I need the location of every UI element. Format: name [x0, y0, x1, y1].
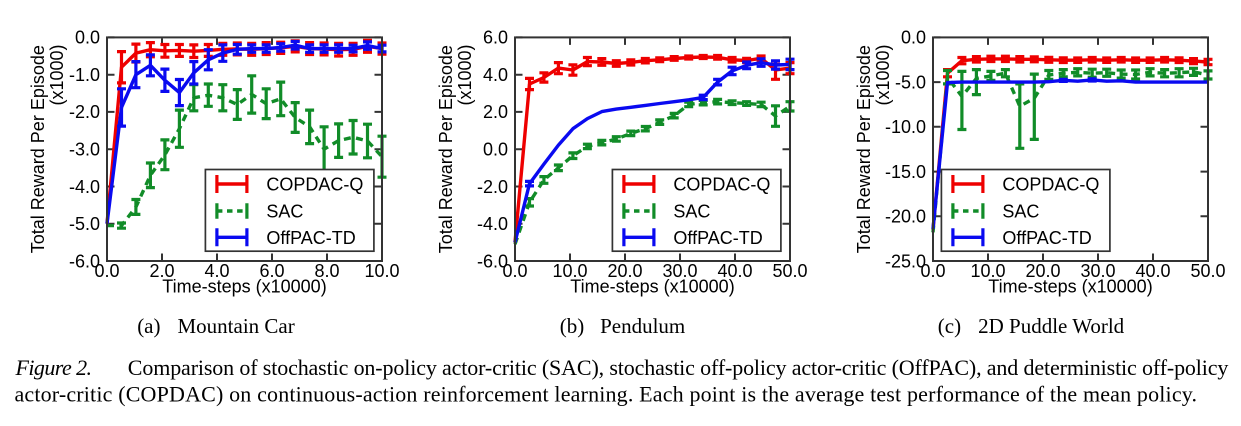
svg-text:2.0: 2.0	[483, 102, 508, 122]
svg-text:(x1000): (x1000)	[47, 44, 67, 105]
svg-text:50.0: 50.0	[1190, 261, 1225, 281]
svg-text:8.0: 8.0	[314, 261, 339, 281]
svg-text:0.0: 0.0	[920, 261, 945, 281]
svg-text:actor-critic (COPDAC) on conti: actor-critic (COPDAC) on continuous-acti…	[15, 382, 1198, 407]
svg-text:30.0: 30.0	[1080, 261, 1115, 281]
svg-text:Time-steps (x10000): Time-steps (x10000)	[570, 277, 734, 297]
svg-text:Figure 2.: Figure 2.	[15, 355, 93, 380]
svg-text:50.0: 50.0	[772, 261, 807, 281]
svg-text:-3.0: -3.0	[69, 140, 100, 160]
svg-text:40.0: 40.0	[1135, 261, 1170, 281]
svg-text:(b): (b)	[560, 314, 585, 338]
svg-text:Mountain Car: Mountain Car	[178, 314, 295, 338]
svg-text:SAC: SAC	[673, 202, 710, 222]
svg-text:Comparison of stochastic on-po: Comparison of stochastic on-policy actor…	[128, 355, 1229, 380]
svg-text:Time-steps (x10000): Time-steps (x10000)	[162, 277, 326, 297]
svg-text:0.0: 0.0	[483, 140, 508, 160]
svg-text:-1.0: -1.0	[69, 65, 100, 85]
svg-text:0.0: 0.0	[75, 28, 100, 48]
svg-text:-20.0: -20.0	[885, 207, 926, 227]
svg-text:-5.0: -5.0	[895, 72, 926, 92]
svg-text:(a): (a)	[137, 314, 160, 338]
svg-text:30.0: 30.0	[662, 261, 697, 281]
svg-text:COPDAC-Q: COPDAC-Q	[1002, 175, 1099, 195]
svg-text:(x1000): (x1000)	[455, 44, 475, 105]
svg-text:COPDAC-Q: COPDAC-Q	[673, 175, 770, 195]
svg-text:6.0: 6.0	[483, 28, 508, 48]
svg-text:SAC: SAC	[266, 202, 303, 222]
svg-text:0.0: 0.0	[901, 28, 926, 48]
svg-text:-4.0: -4.0	[477, 214, 508, 234]
svg-text:-10.0: -10.0	[885, 117, 926, 137]
svg-text:OffPAC-TD: OffPAC-TD	[673, 228, 762, 248]
svg-text:20.0: 20.0	[607, 261, 642, 281]
svg-text:10.0: 10.0	[364, 261, 399, 281]
svg-text:0.0: 0.0	[94, 261, 119, 281]
svg-text:20.0: 20.0	[1025, 261, 1060, 281]
svg-text:-4.0: -4.0	[69, 177, 100, 197]
svg-text:2.0: 2.0	[149, 261, 174, 281]
svg-text:-2.0: -2.0	[477, 177, 508, 197]
svg-text:OffPAC-TD: OffPAC-TD	[266, 228, 355, 248]
svg-text:-6.0: -6.0	[477, 251, 508, 271]
svg-text:0.0: 0.0	[502, 261, 527, 281]
svg-text:(c): (c)	[938, 314, 961, 338]
svg-text:-25.0: -25.0	[885, 251, 926, 271]
svg-text:SAC: SAC	[1002, 202, 1039, 222]
svg-text:Pendulum: Pendulum	[600, 314, 685, 338]
svg-text:10.0: 10.0	[552, 261, 587, 281]
svg-text:COPDAC-Q: COPDAC-Q	[266, 175, 363, 195]
svg-text:-6.0: -6.0	[69, 251, 100, 271]
svg-text:6.0: 6.0	[259, 261, 284, 281]
svg-text:4.0: 4.0	[204, 261, 229, 281]
svg-text:-5.0: -5.0	[69, 214, 100, 234]
svg-text:OffPAC-TD: OffPAC-TD	[1002, 228, 1091, 248]
svg-text:Total Reward Per Episode: Total Reward Per Episode	[436, 45, 456, 253]
svg-text:10.0: 10.0	[970, 261, 1005, 281]
svg-text:-15.0: -15.0	[885, 162, 926, 182]
svg-text:(x1000): (x1000)	[873, 44, 893, 105]
svg-text:2D Puddle World: 2D Puddle World	[978, 314, 1125, 338]
svg-text:40.0: 40.0	[717, 261, 752, 281]
svg-text:-2.0: -2.0	[69, 102, 100, 122]
svg-text:4.0: 4.0	[483, 65, 508, 85]
svg-text:Total Reward Per Episode: Total Reward Per Episode	[854, 45, 874, 253]
svg-text:Total Reward Per Episode: Total Reward Per Episode	[28, 45, 48, 253]
svg-text:Time-steps (x10000): Time-steps (x10000)	[988, 277, 1152, 297]
